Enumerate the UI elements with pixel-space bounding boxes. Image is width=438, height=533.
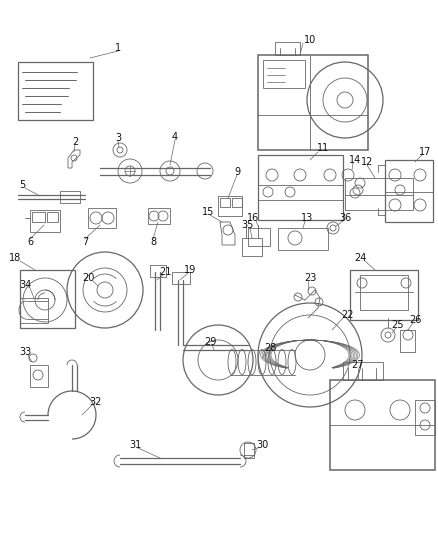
Text: 24: 24 [354,253,366,263]
Text: 3: 3 [115,133,121,143]
Bar [263,60,305,88]
Bar [248,228,270,246]
Text: 6: 6 [27,237,33,247]
Bar [242,238,262,256]
Bar [232,198,242,207]
Text: 29: 29 [204,337,216,347]
Text: 21: 21 [159,267,171,277]
Text: 13: 13 [301,213,313,223]
Text: 30: 30 [256,440,268,450]
Bar [330,380,435,470]
Bar [345,178,413,210]
Text: 27: 27 [352,360,364,370]
Bar [32,212,45,222]
Text: 1: 1 [115,43,121,53]
Bar [30,210,60,232]
Text: 25: 25 [392,320,404,330]
Text: 23: 23 [304,273,316,283]
Bar [385,160,433,222]
Bar [88,208,116,228]
Bar [60,191,80,203]
Bar [400,330,415,352]
Text: 9: 9 [234,167,240,177]
Text: 36: 36 [339,213,351,223]
Bar [350,270,418,320]
Bar [218,196,242,216]
Bar [244,443,254,458]
Text: 15: 15 [202,207,214,217]
Bar [148,208,170,224]
Text: 8: 8 [150,237,156,247]
Text: 32: 32 [89,397,101,407]
Bar [30,365,48,387]
Text: 16: 16 [247,213,259,223]
Text: 31: 31 [129,440,141,450]
Bar [360,275,408,310]
Text: 19: 19 [184,265,196,275]
Bar [47,212,58,222]
Bar [172,272,190,284]
Text: 18: 18 [9,253,21,263]
Bar [18,62,93,120]
Bar [20,270,75,328]
Text: 20: 20 [82,273,94,283]
Text: 2: 2 [72,137,78,147]
Text: 33: 33 [19,347,31,357]
Text: 11: 11 [317,143,329,153]
Text: 4: 4 [172,132,178,142]
Text: 22: 22 [342,310,354,320]
Text: 5: 5 [19,180,25,190]
Text: 34: 34 [19,280,31,290]
Text: 28: 28 [264,343,276,353]
Bar [258,155,343,220]
Bar [343,362,383,380]
Text: 10: 10 [304,35,316,45]
Text: 35: 35 [242,220,254,230]
Bar [258,55,368,150]
Bar [150,265,166,277]
Bar [220,198,230,207]
Text: 7: 7 [82,237,88,247]
Text: 14: 14 [349,155,361,165]
Text: 17: 17 [419,147,431,157]
Bar [415,400,435,435]
Bar [278,228,328,250]
Text: 26: 26 [409,315,421,325]
Bar [20,298,48,323]
Bar [275,42,300,55]
Text: 12: 12 [361,157,373,167]
